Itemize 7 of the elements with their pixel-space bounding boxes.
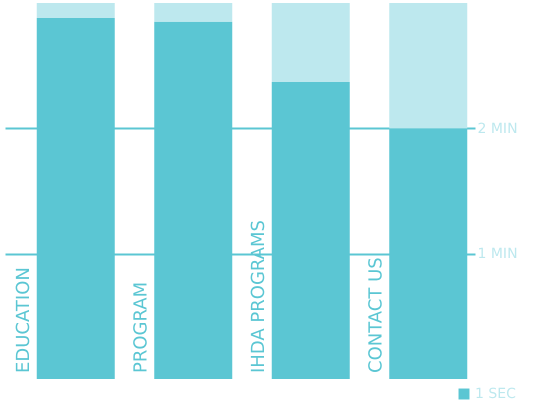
y-tick-label: 1 MIN [478,246,518,262]
x-tick-label: IHDA PROGRAMS [248,220,269,373]
x-tick-label: EDUCATION [12,267,34,373]
x-tick-label: PROGRAM [130,282,152,373]
y-tick-label: 2 MIN [478,120,518,137]
x-tick-label: CONTACT US [365,257,386,373]
legend-label: 1 SEC [475,386,516,402]
